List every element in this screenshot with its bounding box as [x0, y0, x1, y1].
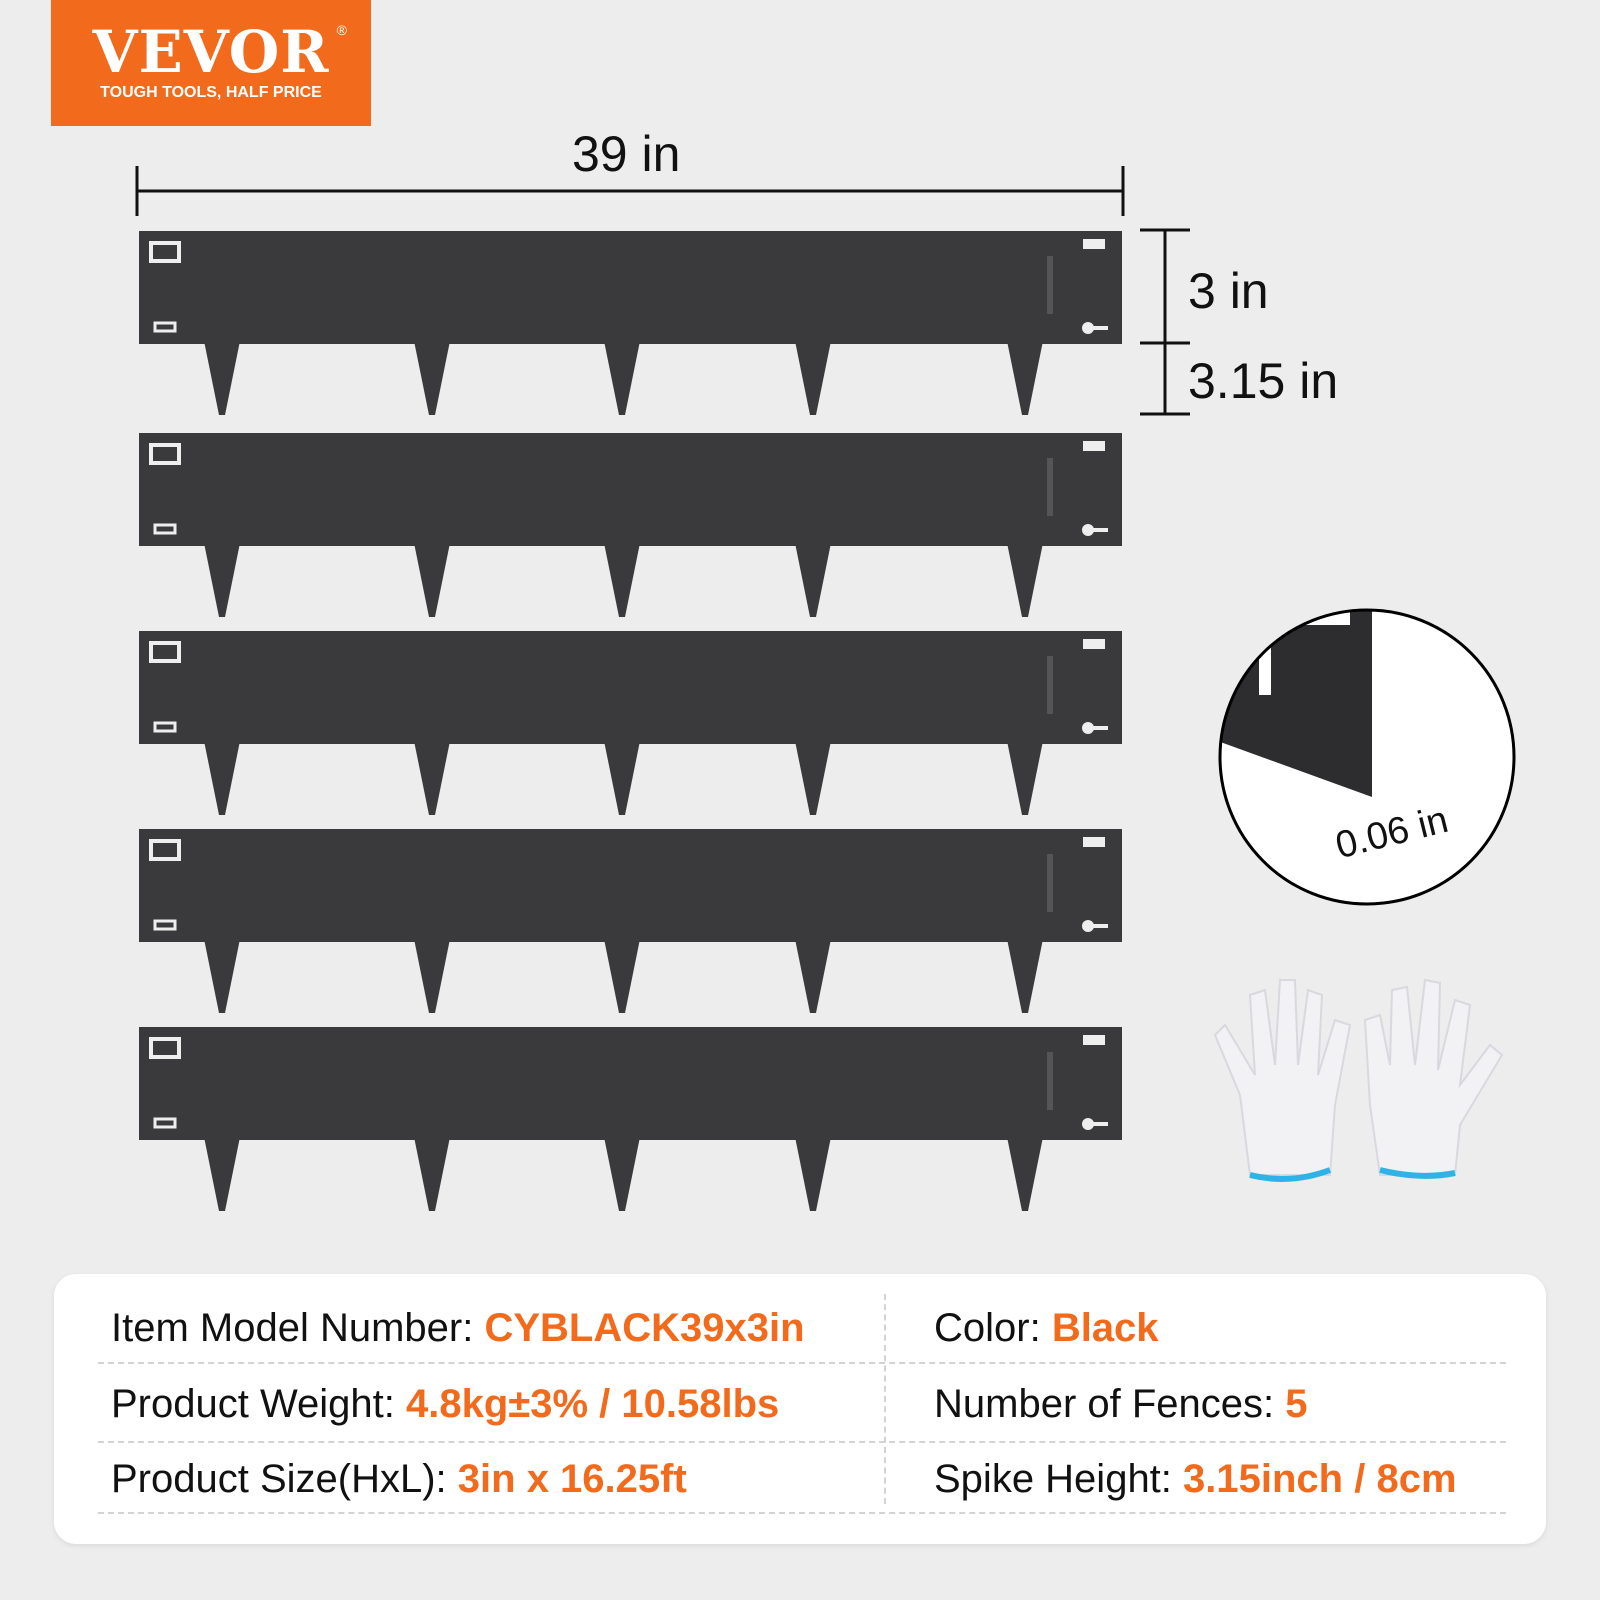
- spec-value: CYBLACK39x3in: [484, 1306, 805, 1350]
- spec-table: Item Model Number: CYBLACK39x3in Color: …: [54, 1274, 1546, 1544]
- spec-label: Product Size(HxL):: [111, 1457, 458, 1501]
- spec-size: Product Size(HxL): 3in x 16.25ft: [111, 1457, 687, 1502]
- fence-panel: [139, 433, 1122, 617]
- fence-spike: [602, 929, 642, 1013]
- length-label: 39 in: [572, 126, 681, 182]
- spec-spike-height: Spike Height: 3.15inch / 8cm: [934, 1457, 1457, 1502]
- fence-panel: [139, 1027, 1122, 1211]
- fence-spike: [602, 1127, 642, 1211]
- fence-panel: [139, 231, 1122, 415]
- fence-spike: [793, 533, 833, 617]
- fence-spike: [202, 929, 242, 1013]
- height-label: 3 in: [1188, 263, 1269, 319]
- spec-color: Color: Black: [934, 1306, 1159, 1351]
- spec-model: Item Model Number: CYBLACK39x3in: [111, 1306, 805, 1351]
- thickness-detail: [1218, 608, 1516, 906]
- fence-spike: [1005, 1127, 1045, 1211]
- spec-value: 3.15inch / 8cm: [1183, 1457, 1457, 1501]
- fence-spike: [793, 1127, 833, 1211]
- fence-spike: [412, 731, 452, 815]
- fence-spike: [793, 331, 833, 415]
- fence-panel: [139, 631, 1122, 815]
- fence-spike: [412, 1127, 452, 1211]
- spec-label: Color:: [934, 1306, 1052, 1350]
- fence-spike: [602, 533, 642, 617]
- fence-spike: [202, 331, 242, 415]
- gloves-image: [1213, 978, 1504, 1182]
- vevor-logo: VEVOR ® TOUGH TOOLS, HALF PRICE: [51, 0, 371, 126]
- spec-label: Item Model Number:: [111, 1306, 485, 1350]
- fence-spike: [202, 533, 242, 617]
- fence-spike: [202, 731, 242, 815]
- fence-spike: [1005, 929, 1045, 1013]
- spec-label: Spike Height:: [934, 1457, 1184, 1501]
- fence-spike: [793, 731, 833, 815]
- spike-label: 3.15 in: [1188, 353, 1339, 409]
- spec-value: Black: [1051, 1306, 1159, 1350]
- fence-spike: [602, 331, 642, 415]
- fence-spike: [412, 929, 452, 1013]
- fence-spike: [1005, 331, 1045, 415]
- spec-weight: Product Weight: 4.8kg±3% / 10.58lbs: [111, 1382, 779, 1427]
- fence-panels: [139, 231, 1122, 1211]
- fence-spike: [412, 533, 452, 617]
- spec-value: 5: [1285, 1382, 1308, 1426]
- logo-brand: VEVOR: [92, 18, 330, 86]
- fence-spike: [602, 731, 642, 815]
- logo-registered: ®: [336, 22, 347, 38]
- spec-value: 3in x 16.25ft: [457, 1457, 687, 1501]
- spec-value: 4.8kg±3% / 10.58lbs: [405, 1382, 780, 1426]
- fence-spike: [1005, 533, 1045, 617]
- spec-fence-count: Number of Fences: 5: [934, 1382, 1308, 1427]
- spec-label: Number of Fences:: [934, 1382, 1286, 1426]
- fence-spike: [202, 1127, 242, 1211]
- fence-spike: [793, 929, 833, 1013]
- fence-spike: [412, 331, 452, 415]
- fence-panel: [139, 829, 1122, 1013]
- logo-tagline: TOUGH TOOLS, HALF PRICE: [100, 84, 322, 101]
- fence-spike: [1005, 731, 1045, 815]
- spec-label: Product Weight:: [111, 1382, 406, 1426]
